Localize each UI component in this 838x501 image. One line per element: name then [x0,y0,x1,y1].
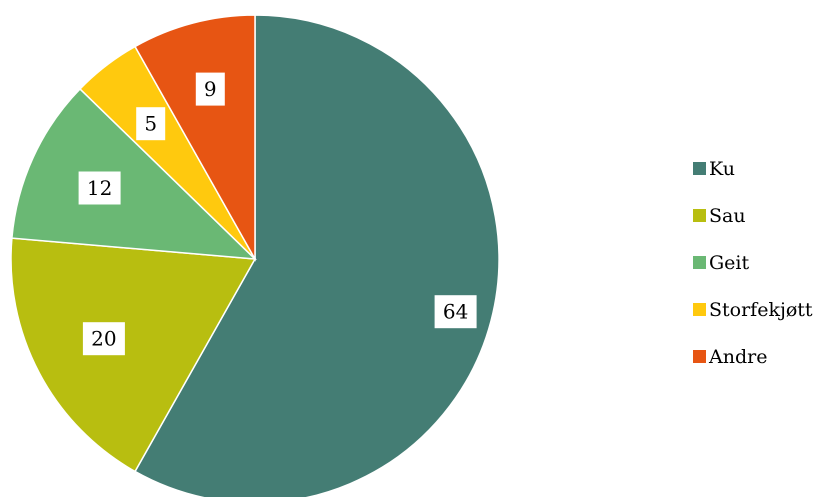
pie-slice-ku [133,14,500,501]
legend-item-ku: Ku [693,158,735,180]
data-label-value: 5 [144,112,157,136]
data-label-box [434,295,477,329]
legend-item-storfekjott: Storfekjøtt [693,299,813,321]
legend-item-andre: Andre [693,346,767,368]
chart-legend: Ku Sau Geit Storfekjøtt Andre [693,158,813,368]
legend-label: Geit [709,252,749,274]
data-label-box [78,171,121,205]
legend-item-geit: Geit [693,252,749,274]
legend-label: Sau [709,205,746,227]
pie-slices [10,14,500,501]
data-label-value: 9 [204,77,217,101]
data-label-value: 20 [91,327,116,351]
data-label-andre: 9 [195,72,225,106]
data-label-geit: 12 [78,171,121,205]
legend-swatch [693,162,706,175]
legend-swatch [693,303,706,316]
legend-label: Andre [708,346,767,368]
legend-swatch [693,256,706,269]
data-label-box [136,107,166,141]
data-label-box [82,322,125,356]
data-label-sau: 20 [82,322,125,356]
pie-slice-andre [133,14,256,262]
pie-data-labels: 64 20 12 5 9 [78,72,477,356]
legend-label: Ku [709,158,735,180]
data-label-box [195,72,225,106]
data-label-value: 64 [443,300,468,324]
data-label-value: 12 [87,176,112,200]
legend-label: Storfekjøtt [709,299,813,321]
pie-slice-sau [10,237,257,473]
data-label-ku: 64 [434,295,477,329]
legend-swatch [693,209,706,222]
legend-swatch [693,350,706,363]
pie-slice-geit [11,87,258,260]
data-label-storfekjott: 5 [136,107,166,141]
legend-item-sau: Sau [693,205,746,227]
